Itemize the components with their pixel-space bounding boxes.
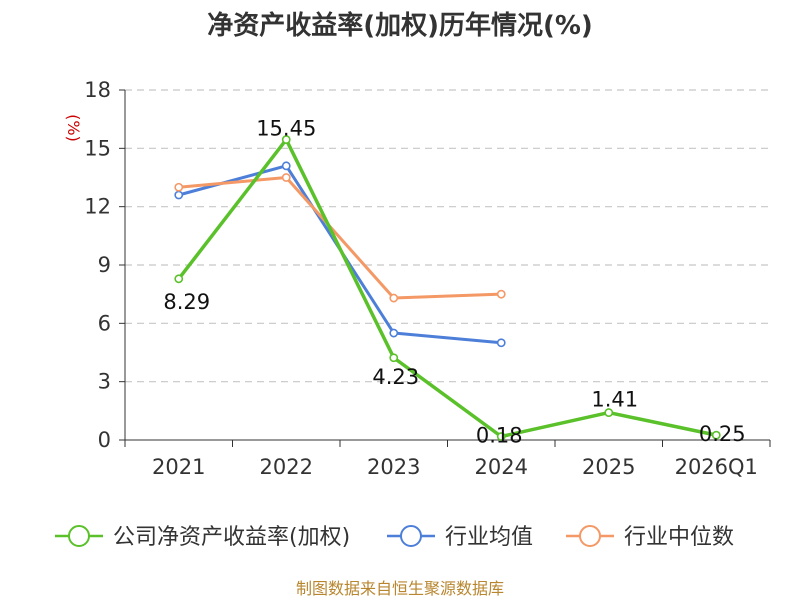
- data-label: 15.45: [256, 117, 316, 141]
- data-point: [711, 430, 721, 440]
- data-label: 4.23: [372, 365, 419, 389]
- legend-label: 行业中位数: [624, 525, 734, 550]
- legend-item[interactable]: 行业均值: [387, 525, 533, 550]
- data-point: [389, 353, 399, 363]
- series-line: [178, 176, 502, 300]
- x-tick-label: 2024: [475, 455, 528, 479]
- data-point: [174, 182, 184, 192]
- series-layer: [174, 135, 721, 441]
- chart-title: 净资产收益率(加权)历年情况(%): [207, 10, 593, 41]
- legend-label: 公司净资产收益率(加权): [113, 525, 350, 550]
- legend[interactable]: 公司净资产收益率(加权) 行业均值 行业中位数: [55, 525, 734, 550]
- series-industry-mean: [174, 161, 506, 348]
- y-tick-label: 6: [98, 311, 111, 335]
- y-tick-label: 15: [84, 136, 111, 160]
- y-tick-label: 18: [84, 78, 111, 102]
- x-tick-label: 2021: [152, 455, 205, 479]
- legend-label: 行业均值: [445, 525, 533, 550]
- y-axis-unit-label: (%): [64, 114, 83, 142]
- data-label: 8.29: [163, 290, 210, 314]
- data-label: 0.25: [699, 422, 746, 446]
- data-point: [496, 432, 506, 441]
- data-point: [389, 328, 399, 338]
- data-point: [496, 289, 506, 299]
- source-note: 制图数据来自恒生聚源数据库: [296, 579, 504, 598]
- series-line: [178, 164, 502, 345]
- data-point: [389, 293, 399, 303]
- series-line: [177, 137, 717, 439]
- y-tick-label: 0: [98, 428, 111, 452]
- data-point: [281, 135, 291, 144]
- series-company-roe: [174, 135, 721, 441]
- legend-marker-icon: [68, 525, 90, 547]
- y-tick-label: 9: [98, 253, 111, 277]
- data-label: 0.18: [476, 424, 523, 448]
- legend-marker-icon: [579, 525, 601, 547]
- legend-marker-icon: [400, 525, 422, 547]
- series-industry-median: [174, 173, 506, 303]
- x-tick-label: 2026Q1: [675, 455, 758, 479]
- data-point: [174, 190, 184, 200]
- y-tick-label: 3: [98, 370, 111, 394]
- axes: 0 3 6 9 12 15 18 2021 2022 2023 2024 2025 2026Q1: [84, 78, 771, 479]
- x-tick-label: 2023: [367, 455, 420, 479]
- data-point: [604, 408, 614, 417]
- data-point: [174, 274, 184, 284]
- data-labels: 8.29 15.45 4.23 0.18 1.41 0.25: [163, 117, 745, 448]
- data-label: 1.41: [591, 388, 638, 412]
- y-tick-label: 12: [84, 195, 111, 219]
- x-tick-label: 2022: [260, 455, 313, 479]
- data-point: [496, 338, 506, 348]
- legend-item[interactable]: 行业中位数: [566, 525, 734, 550]
- data-point: [281, 173, 291, 182]
- legend-item[interactable]: 公司净资产收益率(加权): [55, 525, 350, 550]
- data-point: [281, 161, 291, 171]
- x-tick-label: 2025: [582, 455, 635, 479]
